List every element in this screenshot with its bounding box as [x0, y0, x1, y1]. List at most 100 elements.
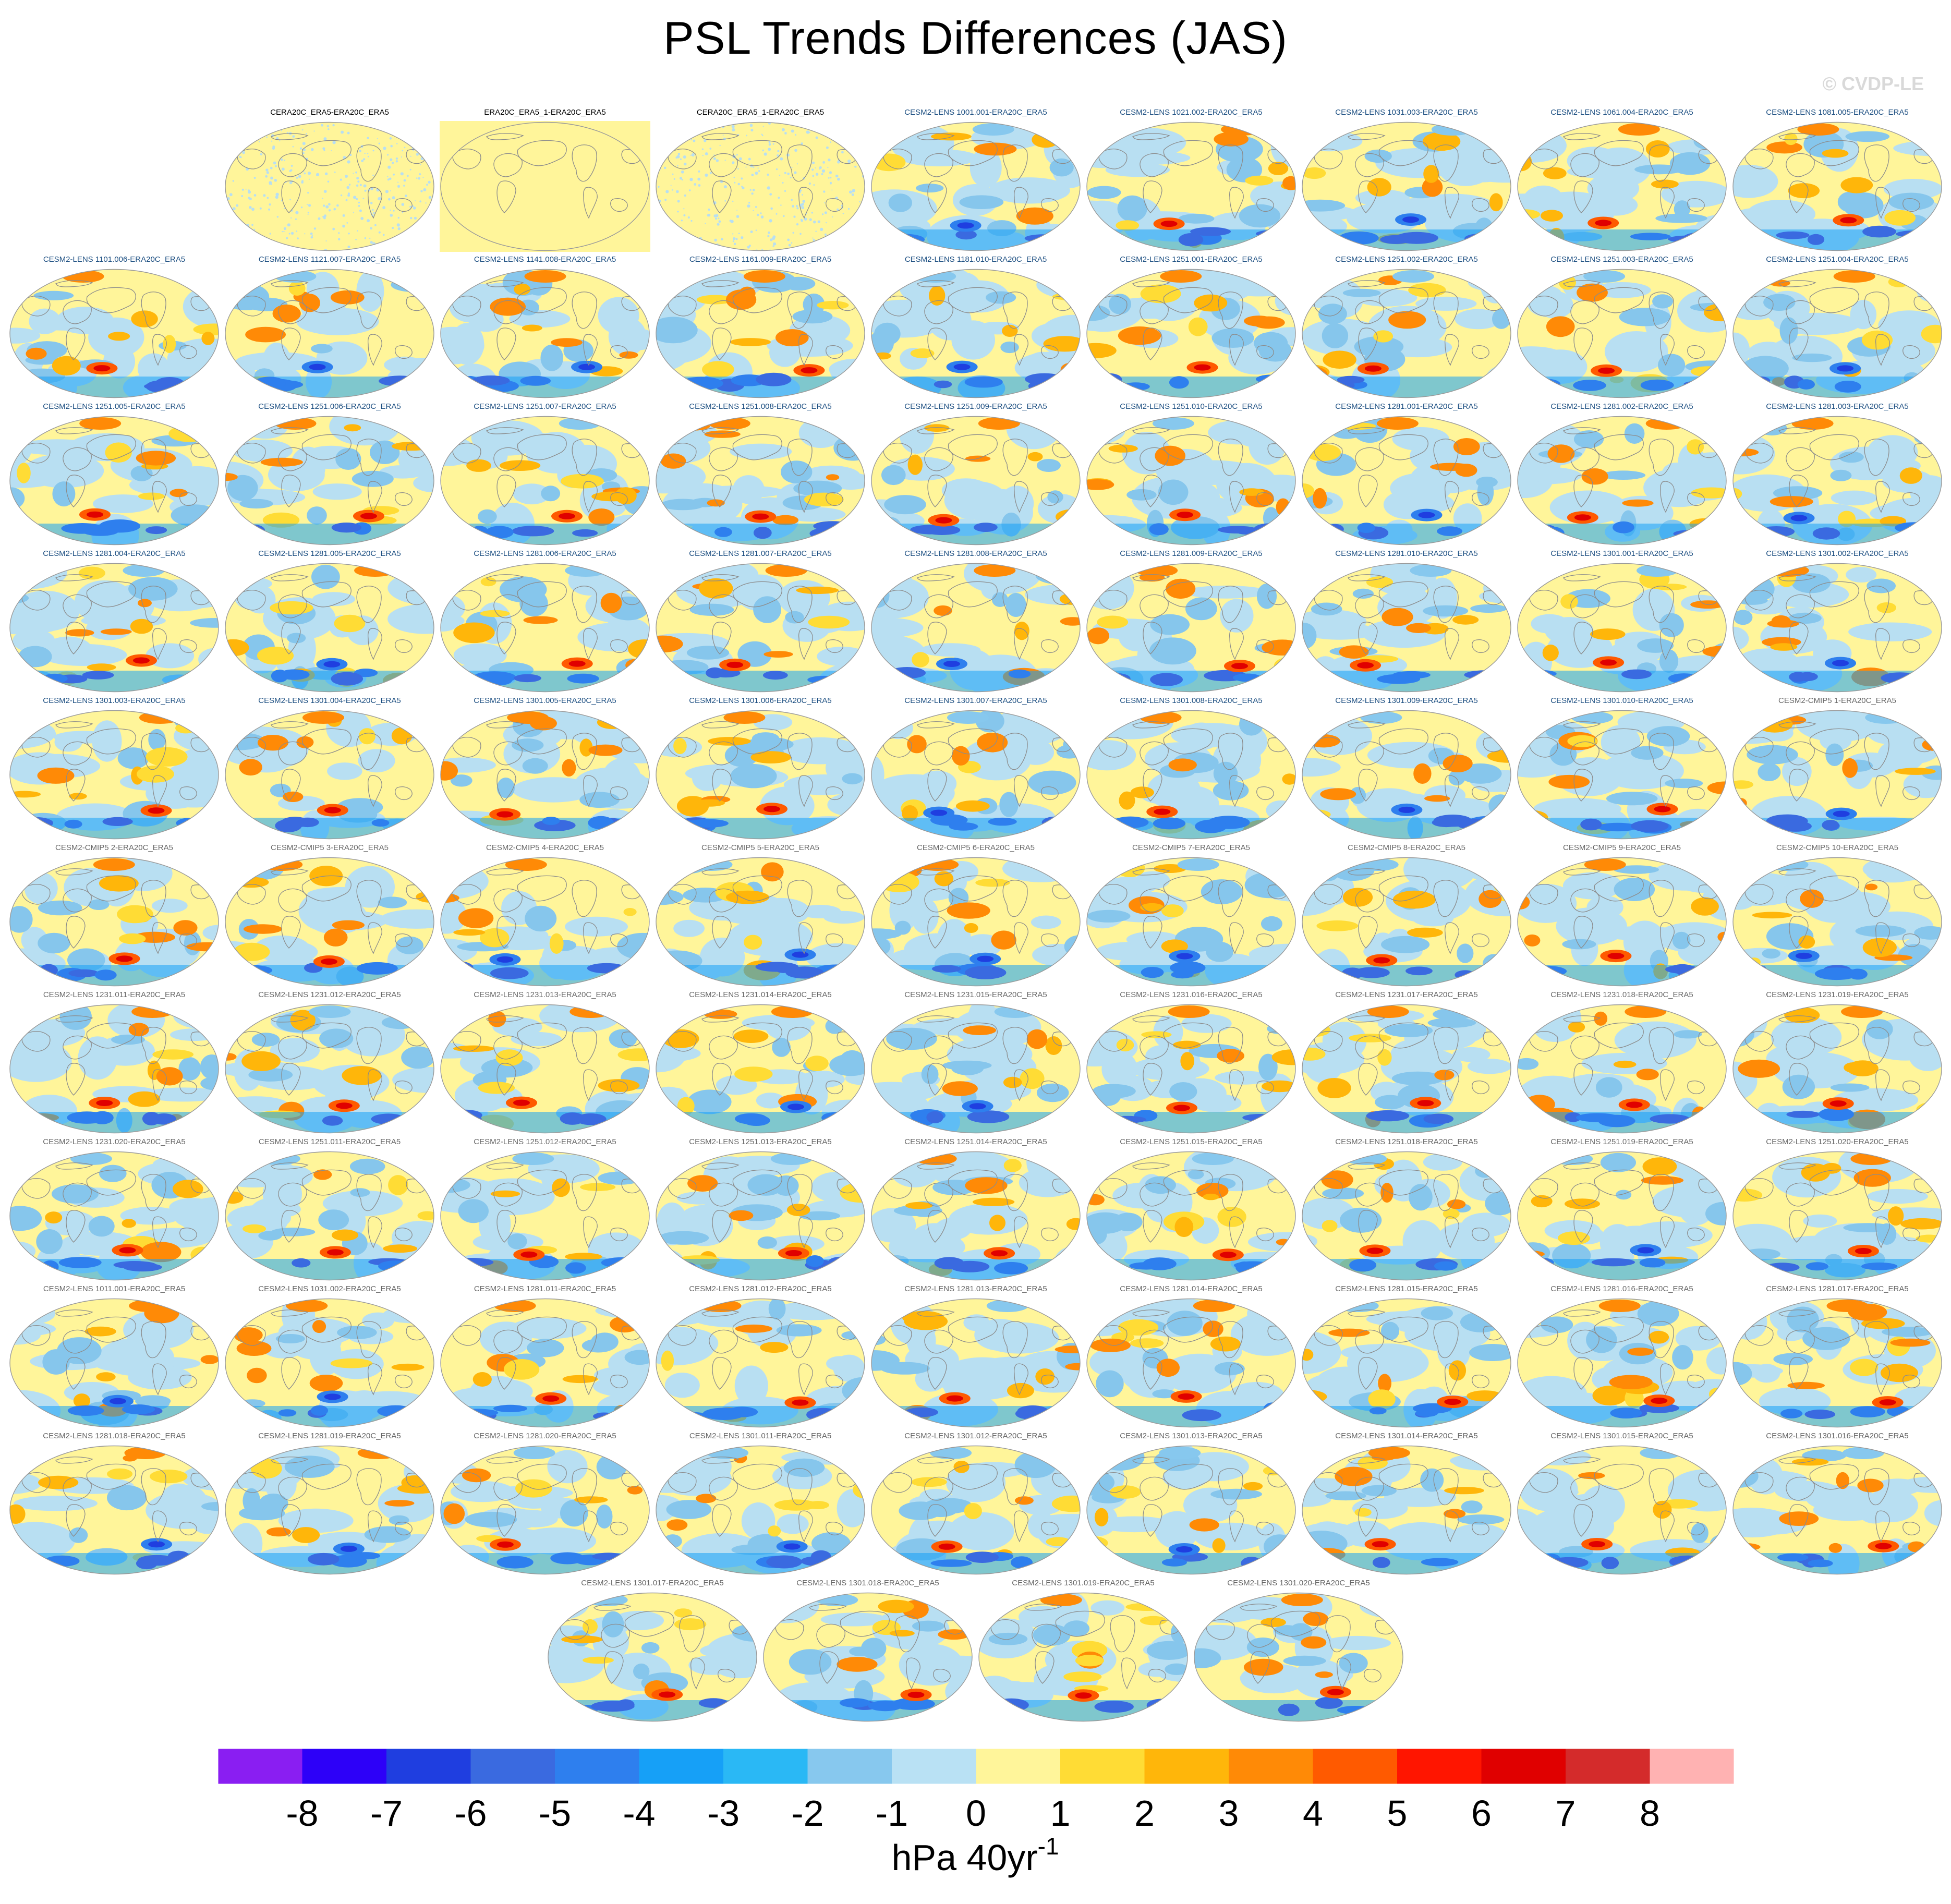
colorbar-swatch [1313, 1749, 1397, 1784]
panel-title: CESM2-LENS 1251.010-ERA20C_ERA5 [1120, 402, 1263, 411]
panel-title: CESM2-LENS 1231.017-ERA20C_ERA5 [1335, 990, 1478, 999]
colorbar-swatch [1397, 1749, 1482, 1784]
map-plot [1732, 1151, 1942, 1281]
page-title: PSL Trends Differences (JAS) [663, 12, 1288, 64]
panel-title: CESM2-LENS 1281.013-ERA20C_ERA5 [904, 1284, 1047, 1293]
panel-title: CESM2-LENS 1301.018-ERA20C_ERA5 [796, 1579, 939, 1587]
map-plot [656, 563, 865, 693]
map-panel: CESM2-LENS 1251.013-ERA20C_ERA5 [655, 1136, 866, 1281]
map-plot [656, 269, 865, 398]
panel-title: CESM2-LENS 1281.007-ERA20C_ERA5 [689, 549, 832, 558]
map-panel: CESM2-LENS 1301.013-ERA20C_ERA5 [1086, 1430, 1296, 1575]
map-plot [871, 269, 1081, 398]
map-plot [1732, 563, 1942, 693]
map-plot [1517, 563, 1727, 693]
panel-title: CESM2-CMIP5 3-ERA20C_ERA5 [271, 843, 389, 852]
map-panel: CESM2-LENS 1251.007-ERA20C_ERA5 [440, 401, 650, 546]
colorbar-swatch [892, 1749, 976, 1784]
map-plot [871, 1151, 1081, 1281]
map-panel: CESM2-LENS 1011.001-ERA20C_ERA5 [9, 1283, 220, 1428]
map-panel: CESM2-LENS 1281.020-ERA20C_ERA5 [440, 1430, 650, 1575]
map-plot [440, 121, 650, 252]
colorbar-swatch [1650, 1749, 1734, 1784]
map-plot [1517, 1004, 1727, 1134]
colorbar-swatch [807, 1749, 892, 1784]
map-plot [1194, 1592, 1403, 1722]
panel-title: CESM2-LENS 1231.020-ERA20C_ERA5 [43, 1137, 186, 1146]
panel-title: CESM2-LENS 1231.016-ERA20C_ERA5 [1120, 990, 1263, 999]
map-plot [225, 563, 434, 693]
panel-title: CESM2-LENS 1281.008-ERA20C_ERA5 [904, 549, 1047, 558]
map-plot [1302, 1298, 1511, 1428]
map-plot [548, 1592, 757, 1722]
map-panel: CESM2-LENS 1021.002-ERA20C_ERA5 [1086, 107, 1296, 252]
map-panel: CESM2-LENS 1281.007-ERA20C_ERA5 [655, 548, 866, 693]
panel-title: CESM2-LENS 1101.006-ERA20C_ERA5 [43, 255, 186, 264]
map-plot [225, 1298, 434, 1428]
panel-title: CESM2-LENS 1281.009-ERA20C_ERA5 [1120, 549, 1263, 558]
panel-title: CESM2-LENS 1251.018-ERA20C_ERA5 [1335, 1137, 1478, 1146]
map-panel: CESM2-LENS 1251.010-ERA20C_ERA5 [1086, 401, 1296, 546]
panel-title: CESM2-LENS 1021.002-ERA20C_ERA5 [1120, 108, 1263, 117]
panel-title: CESM2-LENS 1251.006-ERA20C_ERA5 [258, 402, 401, 411]
panel-title: CESM2-LENS 1231.018-ERA20C_ERA5 [1550, 990, 1693, 999]
panel-title: CESM2-LENS 1301.008-ERA20C_ERA5 [1120, 696, 1263, 705]
map-panel: CESM2-LENS 1281.002-ERA20C_ERA5 [1517, 401, 1727, 546]
map-panel: CESM2-LENS 1251.001-ERA20C_ERA5 [1086, 254, 1296, 399]
panel-title: CESM2-LENS 1231.012-ERA20C_ERA5 [258, 990, 401, 999]
panel-title: CESM2-LENS 1161.009-ERA20C_ERA5 [689, 255, 832, 264]
panel-title: CERA20C_ERA5_1-ERA20C_ERA5 [696, 108, 825, 117]
map-plot [1732, 1445, 1942, 1575]
map-plot [1086, 416, 1296, 545]
panel-title: CESM2-LENS 1231.013-ERA20C_ERA5 [474, 990, 616, 999]
map-plot [1517, 1151, 1727, 1281]
map-panel: CESM2-LENS 1301.011-ERA20C_ERA5 [655, 1430, 866, 1575]
panel-title: CESM2-CMIP5 8-ERA20C_ERA5 [1348, 843, 1465, 852]
colorbar-tick-label: -8 [286, 1793, 318, 1834]
map-plot [1302, 269, 1511, 398]
panel-title: CESM2-LENS 1301.006-ERA20C_ERA5 [689, 696, 832, 705]
colorbar-tick-label: 3 [1219, 1793, 1239, 1834]
panel-title: CESM2-LENS 1251.003-ERA20C_ERA5 [1550, 255, 1693, 264]
map-panel: CESM2-LENS 1281.014-ERA20C_ERA5 [1086, 1283, 1296, 1428]
colorbar-units-label: hPa 40yr-1 [891, 1833, 1059, 1878]
colorbar-swatch [723, 1749, 808, 1784]
map-panel: CESM2-CMIP5 5-ERA20C_ERA5 [655, 842, 866, 987]
panel-title: CESM2-LENS 1301.013-ERA20C_ERA5 [1120, 1432, 1263, 1440]
map-panel: CESM2-CMIP5 9-ERA20C_ERA5 [1517, 842, 1727, 987]
map-panel: CESM2-LENS 1001.001-ERA20C_ERA5 [870, 107, 1081, 252]
map-plot [440, 1004, 650, 1134]
map-plot [871, 1445, 1081, 1575]
map-plot [9, 416, 219, 545]
map-panel: CESM2-LENS 1231.019-ERA20C_ERA5 [1732, 989, 1943, 1134]
map-panel: CESM2-LENS 1231.015-ERA20C_ERA5 [870, 989, 1081, 1134]
map-panel: CESM2-LENS 1031.002-ERA20C_ERA5 [224, 1283, 435, 1428]
map-panel: CESM2-LENS 1281.012-ERA20C_ERA5 [655, 1283, 866, 1428]
panel-title: CESM2-LENS 1251.002-ERA20C_ERA5 [1335, 255, 1478, 264]
map-plot [440, 416, 650, 545]
map-panel: CESM2-LENS 1281.008-ERA20C_ERA5 [870, 548, 1081, 693]
colorbar-swatch [1060, 1749, 1145, 1784]
panel-title: CESM2-LENS 1281.019-ERA20C_ERA5 [258, 1432, 401, 1440]
map-panel: CERA20C_ERA5_1-ERA20C_ERA5 [655, 107, 866, 252]
map-plot [225, 1151, 434, 1281]
map-panel: CESM2-LENS 1231.017-ERA20C_ERA5 [1301, 989, 1512, 1134]
map-plot [440, 1151, 650, 1281]
map-plot [1732, 1298, 1942, 1428]
panel-title: CESM2-LENS 1301.020-ERA20C_ERA5 [1227, 1579, 1370, 1587]
map-panel: CESM2-LENS 1231.020-ERA20C_ERA5 [9, 1136, 220, 1281]
map-panel: CESM2-LENS 1061.004-ERA20C_ERA5 [1517, 107, 1727, 252]
panel-title: CESM2-LENS 1281.018-ERA20C_ERA5 [43, 1432, 186, 1440]
colorbar-tick-label: -2 [791, 1793, 823, 1834]
map-plot [1517, 1298, 1727, 1428]
panel-title: CESM2-LENS 1251.009-ERA20C_ERA5 [904, 402, 1047, 411]
colorbar-tick-label: 7 [1556, 1793, 1576, 1834]
map-panel: CESM2-CMIP5 4-ERA20C_ERA5 [440, 842, 650, 987]
colorbar-tick-label: 0 [966, 1793, 986, 1834]
map-plot [440, 269, 650, 398]
map-plot [656, 1298, 865, 1428]
panel-title: CESM2-CMIP5 7-ERA20C_ERA5 [1132, 843, 1250, 852]
map-panel: CESM2-LENS 1301.014-ERA20C_ERA5 [1301, 1430, 1512, 1575]
colorbar-swatch [1144, 1749, 1229, 1784]
map-panel: CESM2-LENS 1101.006-ERA20C_ERA5 [9, 254, 220, 399]
